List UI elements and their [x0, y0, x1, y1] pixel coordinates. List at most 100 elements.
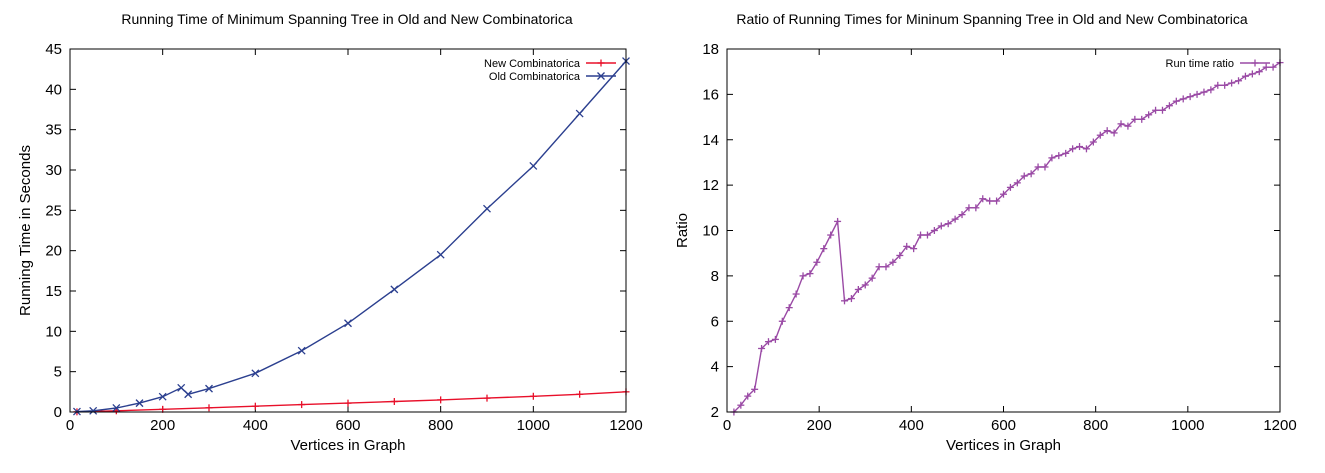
right-chart-x-tick-label: 1200: [1263, 417, 1296, 434]
right-chart-series-run-time-ratio-point: [910, 245, 918, 253]
right-chart-series-run-time-ratio-point: [847, 295, 855, 303]
right-chart-series-run-time-ratio-point: [1193, 90, 1201, 98]
right-chart-series-run-time-ratio-point: [806, 270, 814, 278]
left-chart-y-tick-label: 5: [54, 364, 62, 381]
right-chart-series-run-time-ratio-point: [1117, 120, 1125, 128]
right-chart-series-run-time-ratio-point: [979, 195, 987, 203]
right-chart-series-run-time-ratio-point: [1262, 63, 1270, 71]
left-chart-series-old-combinatorica-marker: [390, 285, 399, 294]
ratio-chart: Ratio of Running Times for Mininum Spann…: [662, 0, 1325, 473]
left-chart-series-old-combinatorica-marker: [112, 404, 121, 412]
left-chart-x-tick-label: 1200: [609, 417, 642, 434]
left-chart-y-tick-label: 30: [45, 162, 62, 179]
left-chart-series-old-combinatorica-marker: [205, 384, 213, 393]
left-chart-series-old-combinatorica-point: [112, 404, 121, 412]
right-chart-series-run-time-ratio-point: [1269, 63, 1277, 71]
left-chart-series-new-combinatorica-point: [298, 401, 306, 409]
right-chart-title: Ratio of Running Times for Mininum Spann…: [736, 11, 1247, 27]
right-chart-series-run-time-ratio-point: [1000, 190, 1007, 198]
right-chart-y-tick-label: 14: [702, 132, 719, 149]
right-chart-series-run-time-ratio-point: [1124, 122, 1132, 130]
right-chart-x-tick-label: 200: [807, 417, 832, 434]
running-time-chart-svg: Running Time of Minimum Spanning Tree in…: [17, 11, 643, 454]
right-chart-series-run-time-ratio-legend-label: Run time ratio: [1166, 58, 1234, 70]
right-chart-plot-frame: [726, 48, 1281, 413]
left-chart-series-old-combinatorica-point: [483, 204, 491, 213]
right-chart-series-run-time-ratio-point: [827, 231, 835, 239]
left-chart-y-axis-label: Running Time in Seconds: [17, 145, 34, 316]
right-chart-series-run-time-ratio-point: [1241, 72, 1249, 80]
left-chart-x-tick-label: 400: [243, 417, 268, 434]
left-chart-series-new-combinatorica-point: [344, 399, 352, 407]
right-chart-series-run-time-ratio-point: [1145, 111, 1153, 119]
right-chart-series-run-time-ratio-point: [889, 258, 897, 266]
right-chart-y-tick-label: 18: [702, 41, 719, 58]
left-chart-series-old-combinatorica-legend-label: Old Combinatorica: [489, 71, 581, 83]
left-chart-series-old-combinatorica-point: [390, 285, 399, 294]
right-chart-series-run-time-ratio-point: [834, 217, 842, 225]
left-chart-x-tick-label: 0: [66, 417, 74, 434]
left-chart-series-old-combinatorica-marker: [158, 392, 167, 401]
right-chart-series-run-time-ratio-point: [882, 263, 890, 271]
right-chart-series-run-time-ratio-point: [1179, 95, 1187, 103]
right-chart-series-run-time-ratio-point: [944, 220, 952, 228]
left-chart-plot-frame: [69, 48, 627, 413]
left-chart-series-old-combinatorica-point: [135, 399, 144, 408]
left-chart-series-new-combinatorica-point: [437, 396, 445, 404]
right-chart-series-run-time-ratio-point: [1152, 106, 1160, 114]
left-chart-series-new-combinatorica-point: [390, 398, 398, 406]
right-chart-series-run-time-ratio-point: [764, 338, 772, 346]
right-chart-y-tick-label: 2: [711, 404, 719, 421]
right-chart-series-run-time-ratio-point: [1006, 183, 1014, 191]
right-chart-series-run-time-ratio-point: [937, 222, 945, 230]
right-chart-series-run-time-ratio-line: [733, 62, 1281, 413]
left-chart-series-old-combinatorica-marker: [135, 399, 144, 408]
right-chart-y-tick-label: 6: [711, 313, 719, 330]
running-time-chart: Running Time of Minimum Spanning Tree in…: [0, 0, 662, 473]
left-chart-y-tick-label: 40: [45, 81, 62, 98]
right-chart-series-run-time-ratio-point: [1248, 70, 1256, 78]
left-chart-y-tick-label: 20: [45, 243, 62, 260]
right-chart-series-run-time-ratio-point: [1228, 79, 1236, 87]
right-chart-series-run-time-ratio-point: [1013, 179, 1021, 187]
right-chart-y-tick-label: 8: [711, 268, 719, 285]
left-chart-series-old-combinatorica-marker: [297, 346, 306, 355]
left-chart-series-new-combinatorica-legend-label: New Combinatorica: [484, 58, 581, 70]
right-chart-series-run-time-ratio-point: [771, 335, 779, 343]
right-chart-series-run-time-ratio-point: [1076, 143, 1084, 151]
right-chart-y-tick-label: 16: [702, 86, 719, 103]
left-chart-series-old-combinatorica-marker: [436, 250, 445, 259]
left-chart-series-old-combinatorica-marker: [177, 383, 186, 392]
right-chart-series-run-time-ratio-point: [965, 204, 973, 212]
left-chart-series-old-combinatorica-point: [89, 406, 98, 415]
left-chart-y-tick-label: 10: [45, 323, 62, 340]
right-chart-series-run-time-ratio-point: [1110, 129, 1118, 137]
left-chart-series-old-combinatorica-point: [575, 109, 584, 118]
left-chart-series-old-combinatorica-point: [436, 250, 445, 259]
right-chart-series-run-time-ratio-point: [785, 304, 793, 312]
right-chart-series-run-time-ratio-point: [1034, 163, 1042, 171]
right-chart-series-run-time-ratio-point: [758, 344, 766, 352]
right-chart-series-run-time-ratio-point: [951, 215, 959, 223]
right-chart-series-run-time-ratio-point: [778, 317, 786, 325]
left-chart-x-tick-label: 600: [335, 417, 360, 434]
left-chart-series-new-combinatorica-point: [483, 394, 491, 402]
left-chart-series-old-combinatorica-point: [184, 390, 193, 399]
left-chart-series-old-combinatorica-marker: [89, 406, 98, 415]
left-chart-series-old-combinatorica-point: [344, 319, 352, 328]
right-chart-series-run-time-ratio-point: [1041, 163, 1049, 171]
right-chart-y-tick-label: 4: [711, 359, 719, 376]
left-chart-series-old-combinatorica-marker: [344, 319, 352, 328]
left-chart-series-old-combinatorica-point: [158, 392, 167, 401]
right-chart-series-run-time-ratio-point: [1062, 149, 1070, 157]
left-chart-x-axis-label: Vertices in Graph: [290, 437, 405, 454]
right-chart-series-run-time-ratio-point: [958, 211, 966, 219]
right-chart-series-run-time-ratio-point: [930, 227, 938, 234]
left-chart-series-new-combinatorica-point: [576, 390, 584, 398]
left-chart-x-tick-label: 800: [428, 417, 453, 434]
left-chart-x-tick-label: 1000: [517, 417, 550, 434]
left-chart-series-old-combinatorica-point: [205, 384, 213, 393]
right-chart-series-run-time-ratio-point: [875, 263, 883, 271]
right-chart-series-run-time-ratio-point: [1207, 86, 1215, 94]
left-chart-x-tick-label: 200: [150, 417, 175, 434]
